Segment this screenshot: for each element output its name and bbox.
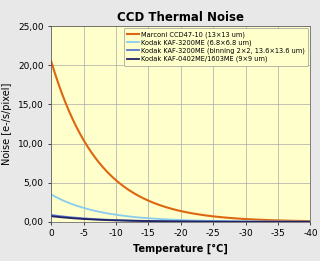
Kodak KAF-0402ME/1603ME (9×9 um) — [189, 220, 193, 223]
Marconi CCD47-10 (13×13 um) — [172, 208, 176, 211]
Marconi CCD47-10 (13×13 um) — [49, 60, 53, 63]
Kodak KAF-3200ME (6.8×6.8 um) — [262, 220, 266, 223]
Kodak KAF-0402ME/1603ME (9×9 um) — [49, 215, 53, 218]
Kodak KAF-3200ME (binning 2×2, 13.6×13.6 um) — [302, 220, 306, 223]
Kodak KAF-3200ME (6.8×6.8 um) — [174, 218, 178, 221]
Title: CCD Thermal Noise: CCD Thermal Noise — [117, 10, 244, 23]
Kodak KAF-3200ME (binning 2×2, 13.6×13.6 um) — [262, 220, 266, 223]
Kodak KAF-3200ME (6.8×6.8 um) — [302, 220, 306, 223]
Marconi CCD47-10 (13×13 um) — [174, 208, 178, 211]
Y-axis label: Noise [e-/s/pixel]: Noise [e-/s/pixel] — [2, 83, 12, 165]
Kodak KAF-3200ME (6.8×6.8 um) — [49, 193, 53, 196]
Kodak KAF-3200ME (6.8×6.8 um) — [189, 219, 193, 222]
Kodak KAF-3200ME (binning 2×2, 13.6×13.6 um) — [174, 220, 178, 223]
Legend: Marconi CCD47-10 (13×13 um), Kodak KAF-3200ME (6.8×6.8 um), Kodak KAF-3200ME (bi: Marconi CCD47-10 (13×13 um), Kodak KAF-3… — [124, 28, 308, 66]
Kodak KAF-0402ME/1603ME (9×9 um) — [174, 220, 178, 223]
Line: Kodak KAF-3200ME (binning 2×2, 13.6×13.6 um): Kodak KAF-3200ME (binning 2×2, 13.6×13.6… — [51, 215, 310, 222]
Kodak KAF-0402ME/1603ME (9×9 um) — [204, 220, 207, 223]
Kodak KAF-0402ME/1603ME (9×9 um) — [172, 220, 176, 223]
Line: Marconi CCD47-10 (13×13 um): Marconi CCD47-10 (13×13 um) — [51, 61, 310, 221]
Marconi CCD47-10 (13×13 um) — [302, 220, 306, 223]
X-axis label: Temperature [°C]: Temperature [°C] — [133, 244, 228, 254]
Marconi CCD47-10 (13×13 um) — [204, 214, 207, 217]
Kodak KAF-0402ME/1603ME (9×9 um) — [302, 220, 306, 223]
Marconi CCD47-10 (13×13 um) — [262, 218, 266, 222]
Line: Kodak KAF-3200ME (6.8×6.8 um): Kodak KAF-3200ME (6.8×6.8 um) — [51, 194, 310, 222]
Kodak KAF-0402ME/1603ME (9×9 um) — [262, 220, 266, 223]
Line: Kodak KAF-0402ME/1603ME (9×9 um): Kodak KAF-0402ME/1603ME (9×9 um) — [51, 216, 310, 222]
Kodak KAF-3200ME (binning 2×2, 13.6×13.6 um) — [172, 220, 176, 223]
Marconi CCD47-10 (13×13 um) — [308, 220, 312, 223]
Kodak KAF-3200ME (6.8×6.8 um) — [308, 220, 312, 223]
Kodak KAF-3200ME (binning 2×2, 13.6×13.6 um) — [49, 213, 53, 217]
Kodak KAF-3200ME (binning 2×2, 13.6×13.6 um) — [308, 220, 312, 223]
Kodak KAF-3200ME (binning 2×2, 13.6×13.6 um) — [204, 220, 207, 223]
Kodak KAF-3200ME (6.8×6.8 um) — [204, 219, 207, 222]
Marconi CCD47-10 (13×13 um) — [189, 212, 193, 215]
Kodak KAF-3200ME (6.8×6.8 um) — [172, 218, 176, 221]
Kodak KAF-0402ME/1603ME (9×9 um) — [308, 220, 312, 223]
Kodak KAF-3200ME (binning 2×2, 13.6×13.6 um) — [189, 220, 193, 223]
